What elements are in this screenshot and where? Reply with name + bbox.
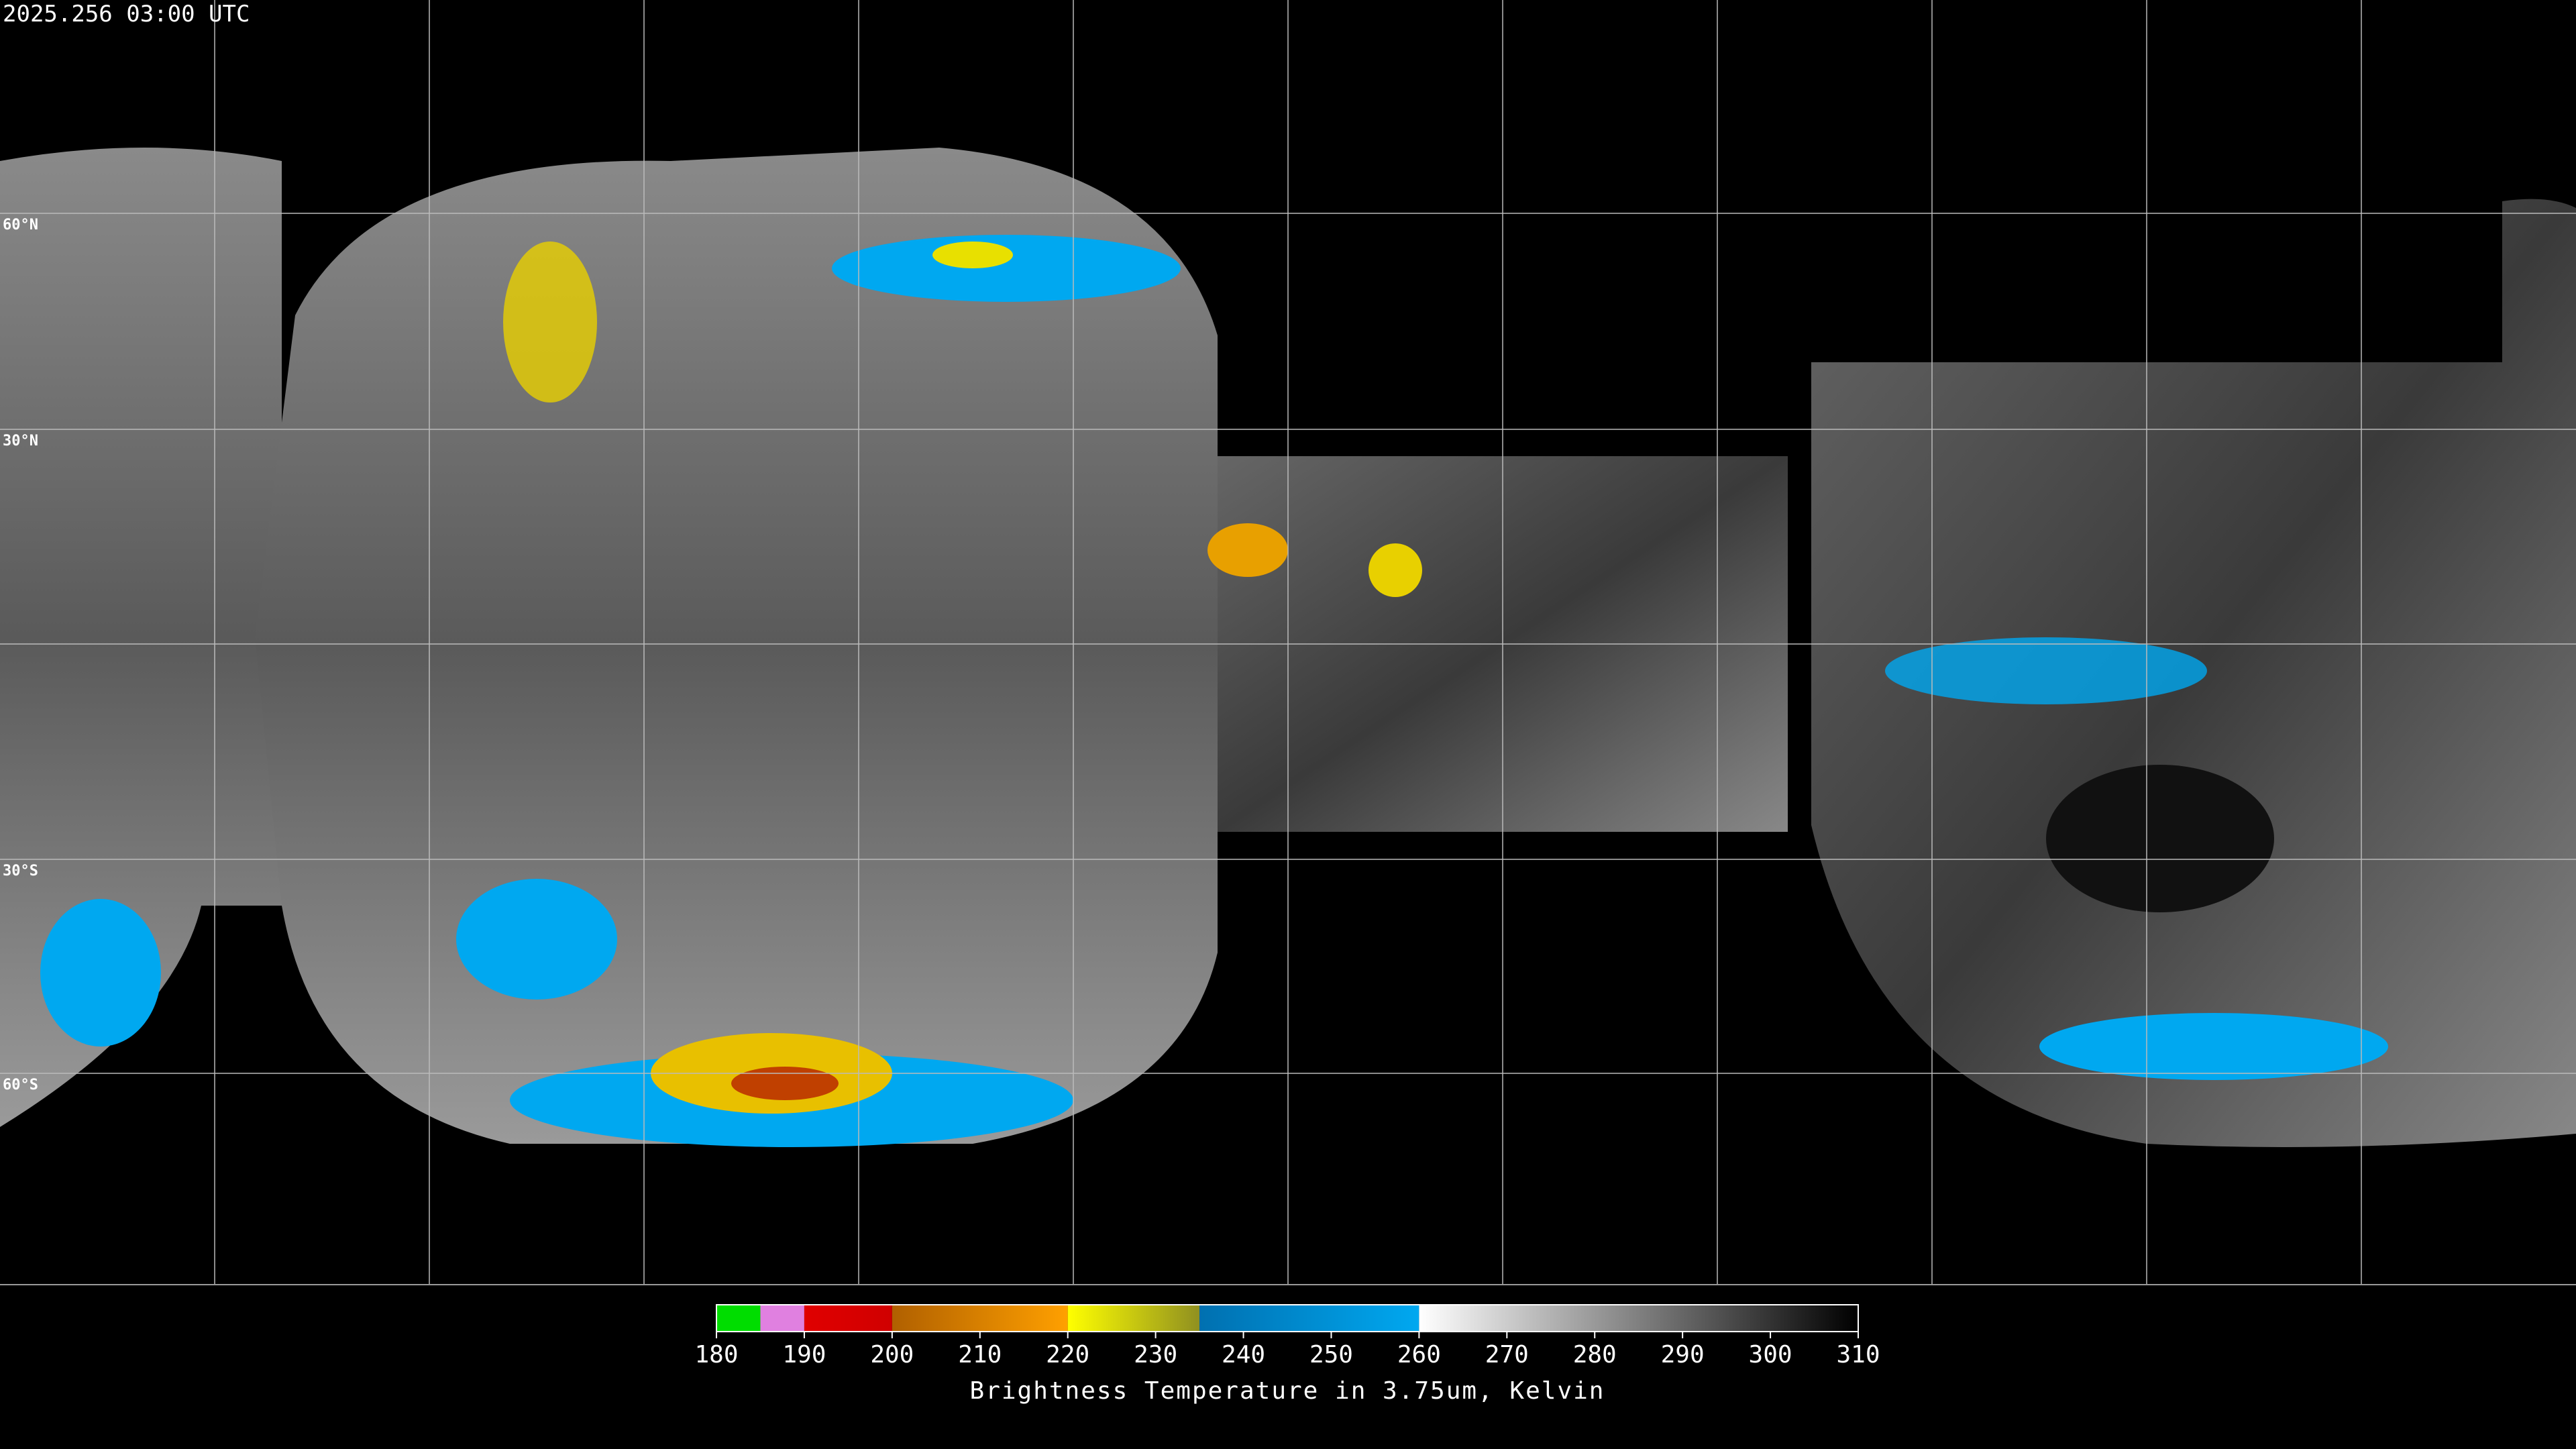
colorbar-tick-label: 280 <box>1573 1341 1617 1368</box>
colorbar-frame <box>716 1304 1859 1332</box>
colorbar-segment <box>760 1305 804 1332</box>
satellite-imagery <box>0 148 2576 1148</box>
colorbar-tick-label: 230 <box>1134 1341 1177 1368</box>
colorbar-tick-label: 270 <box>1485 1341 1529 1368</box>
colorbar-tick-label: 180 <box>694 1341 738 1368</box>
colorbar-tick-label: 200 <box>870 1341 914 1368</box>
colorbar-segment <box>1067 1305 1200 1332</box>
colorbar-segment <box>1199 1305 1419 1332</box>
lat-label: 30°N <box>3 433 38 449</box>
colorbar-segment <box>1419 1305 1858 1332</box>
colorbar-label: Brightness Temperature in 3.75um, Kelvin <box>970 1377 1605 1405</box>
lat-label: 60°N <box>3 217 38 233</box>
colorbar: 180 190 200 210 220 230 240 250 260 270 280 290 300 3… <box>694 1304 1880 1368</box>
colorbar-tick-label: 260 <box>1397 1341 1441 1368</box>
colorbar-segment <box>716 1305 761 1332</box>
colorbar-tick-label: 190 <box>782 1341 826 1368</box>
lat-label: 60°S <box>3 1077 38 1093</box>
colorbar-tick-label: 300 <box>1749 1341 1792 1368</box>
colorbar-tick-label: 310 <box>1836 1341 1880 1368</box>
graticule <box>0 0 2576 1285</box>
colorbar-tick-label: 210 <box>958 1341 1002 1368</box>
colorbar-tick-label: 250 <box>1309 1341 1353 1368</box>
lat-label: 30°S <box>3 863 38 879</box>
colorbar-tick-label: 290 <box>1661 1341 1705 1368</box>
colorbar-segment <box>804 1305 892 1332</box>
colorbar-tick-label: 220 <box>1046 1341 1089 1368</box>
colorbar-tick-label: 240 <box>1222 1341 1265 1368</box>
timestamp: 2025.256 03:00 UTC <box>3 1 250 28</box>
colorbar-segment <box>892 1305 1068 1332</box>
